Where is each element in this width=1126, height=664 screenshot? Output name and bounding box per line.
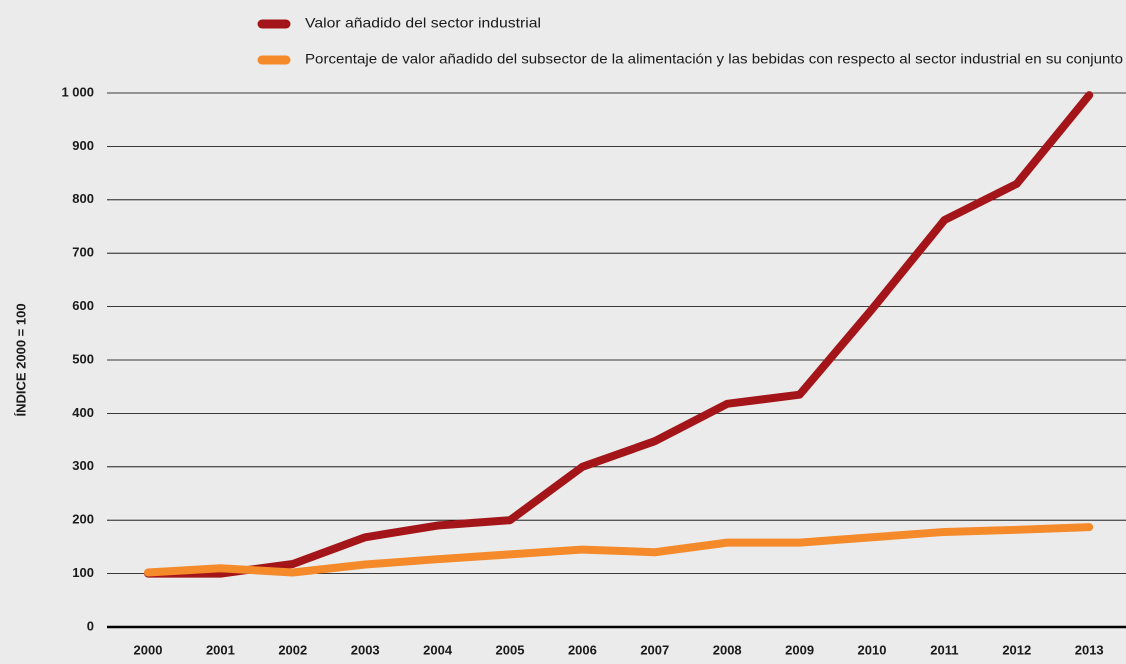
y-tick-label: 0	[87, 618, 94, 633]
x-tick-label: 2006	[568, 642, 597, 657]
y-tick-label: 900	[72, 138, 94, 153]
x-tick-label: 2000	[134, 642, 163, 657]
y-tick-label: 400	[72, 405, 94, 420]
legend: Valor añadido del sector industrial Porce…	[257, 15, 1123, 67]
y-tick-label: 300	[72, 458, 94, 473]
y-tick-label: 200	[72, 512, 94, 527]
y-tick-label: 600	[72, 298, 94, 313]
series-line	[144, 91, 1094, 578]
x-tick-label: 2002	[278, 642, 307, 657]
x-tick-label: 2008	[713, 642, 742, 657]
y-axis-label: ÍNDICE 2000 = 100	[13, 303, 28, 416]
x-tick-label: 2001	[206, 642, 235, 657]
x-tick-label: 2013	[1075, 642, 1104, 657]
x-tick-label: 2003	[351, 642, 380, 657]
x-tick-label: 2012	[1002, 642, 1031, 657]
x-tick-label: 2005	[496, 642, 525, 657]
y-tick-label: 700	[72, 245, 94, 260]
y-tick-label: 500	[72, 351, 94, 366]
legend-label: Porcentaje de valor añadido del subsecto…	[305, 51, 1123, 67]
x-tick-label: 2009	[785, 642, 814, 657]
x-tick-label: 2004	[423, 642, 453, 657]
x-tick-label: 2010	[858, 642, 887, 657]
y-tick-label: 1 000	[61, 84, 94, 99]
legend-label: Valor añadido del sector industrial	[305, 15, 541, 31]
x-tick-label: 2007	[640, 642, 669, 657]
y-tick-label: 800	[72, 191, 94, 206]
y-tick-label: 100	[72, 565, 94, 580]
series-line	[144, 523, 1094, 577]
x-tick-label: 2011	[930, 642, 958, 657]
